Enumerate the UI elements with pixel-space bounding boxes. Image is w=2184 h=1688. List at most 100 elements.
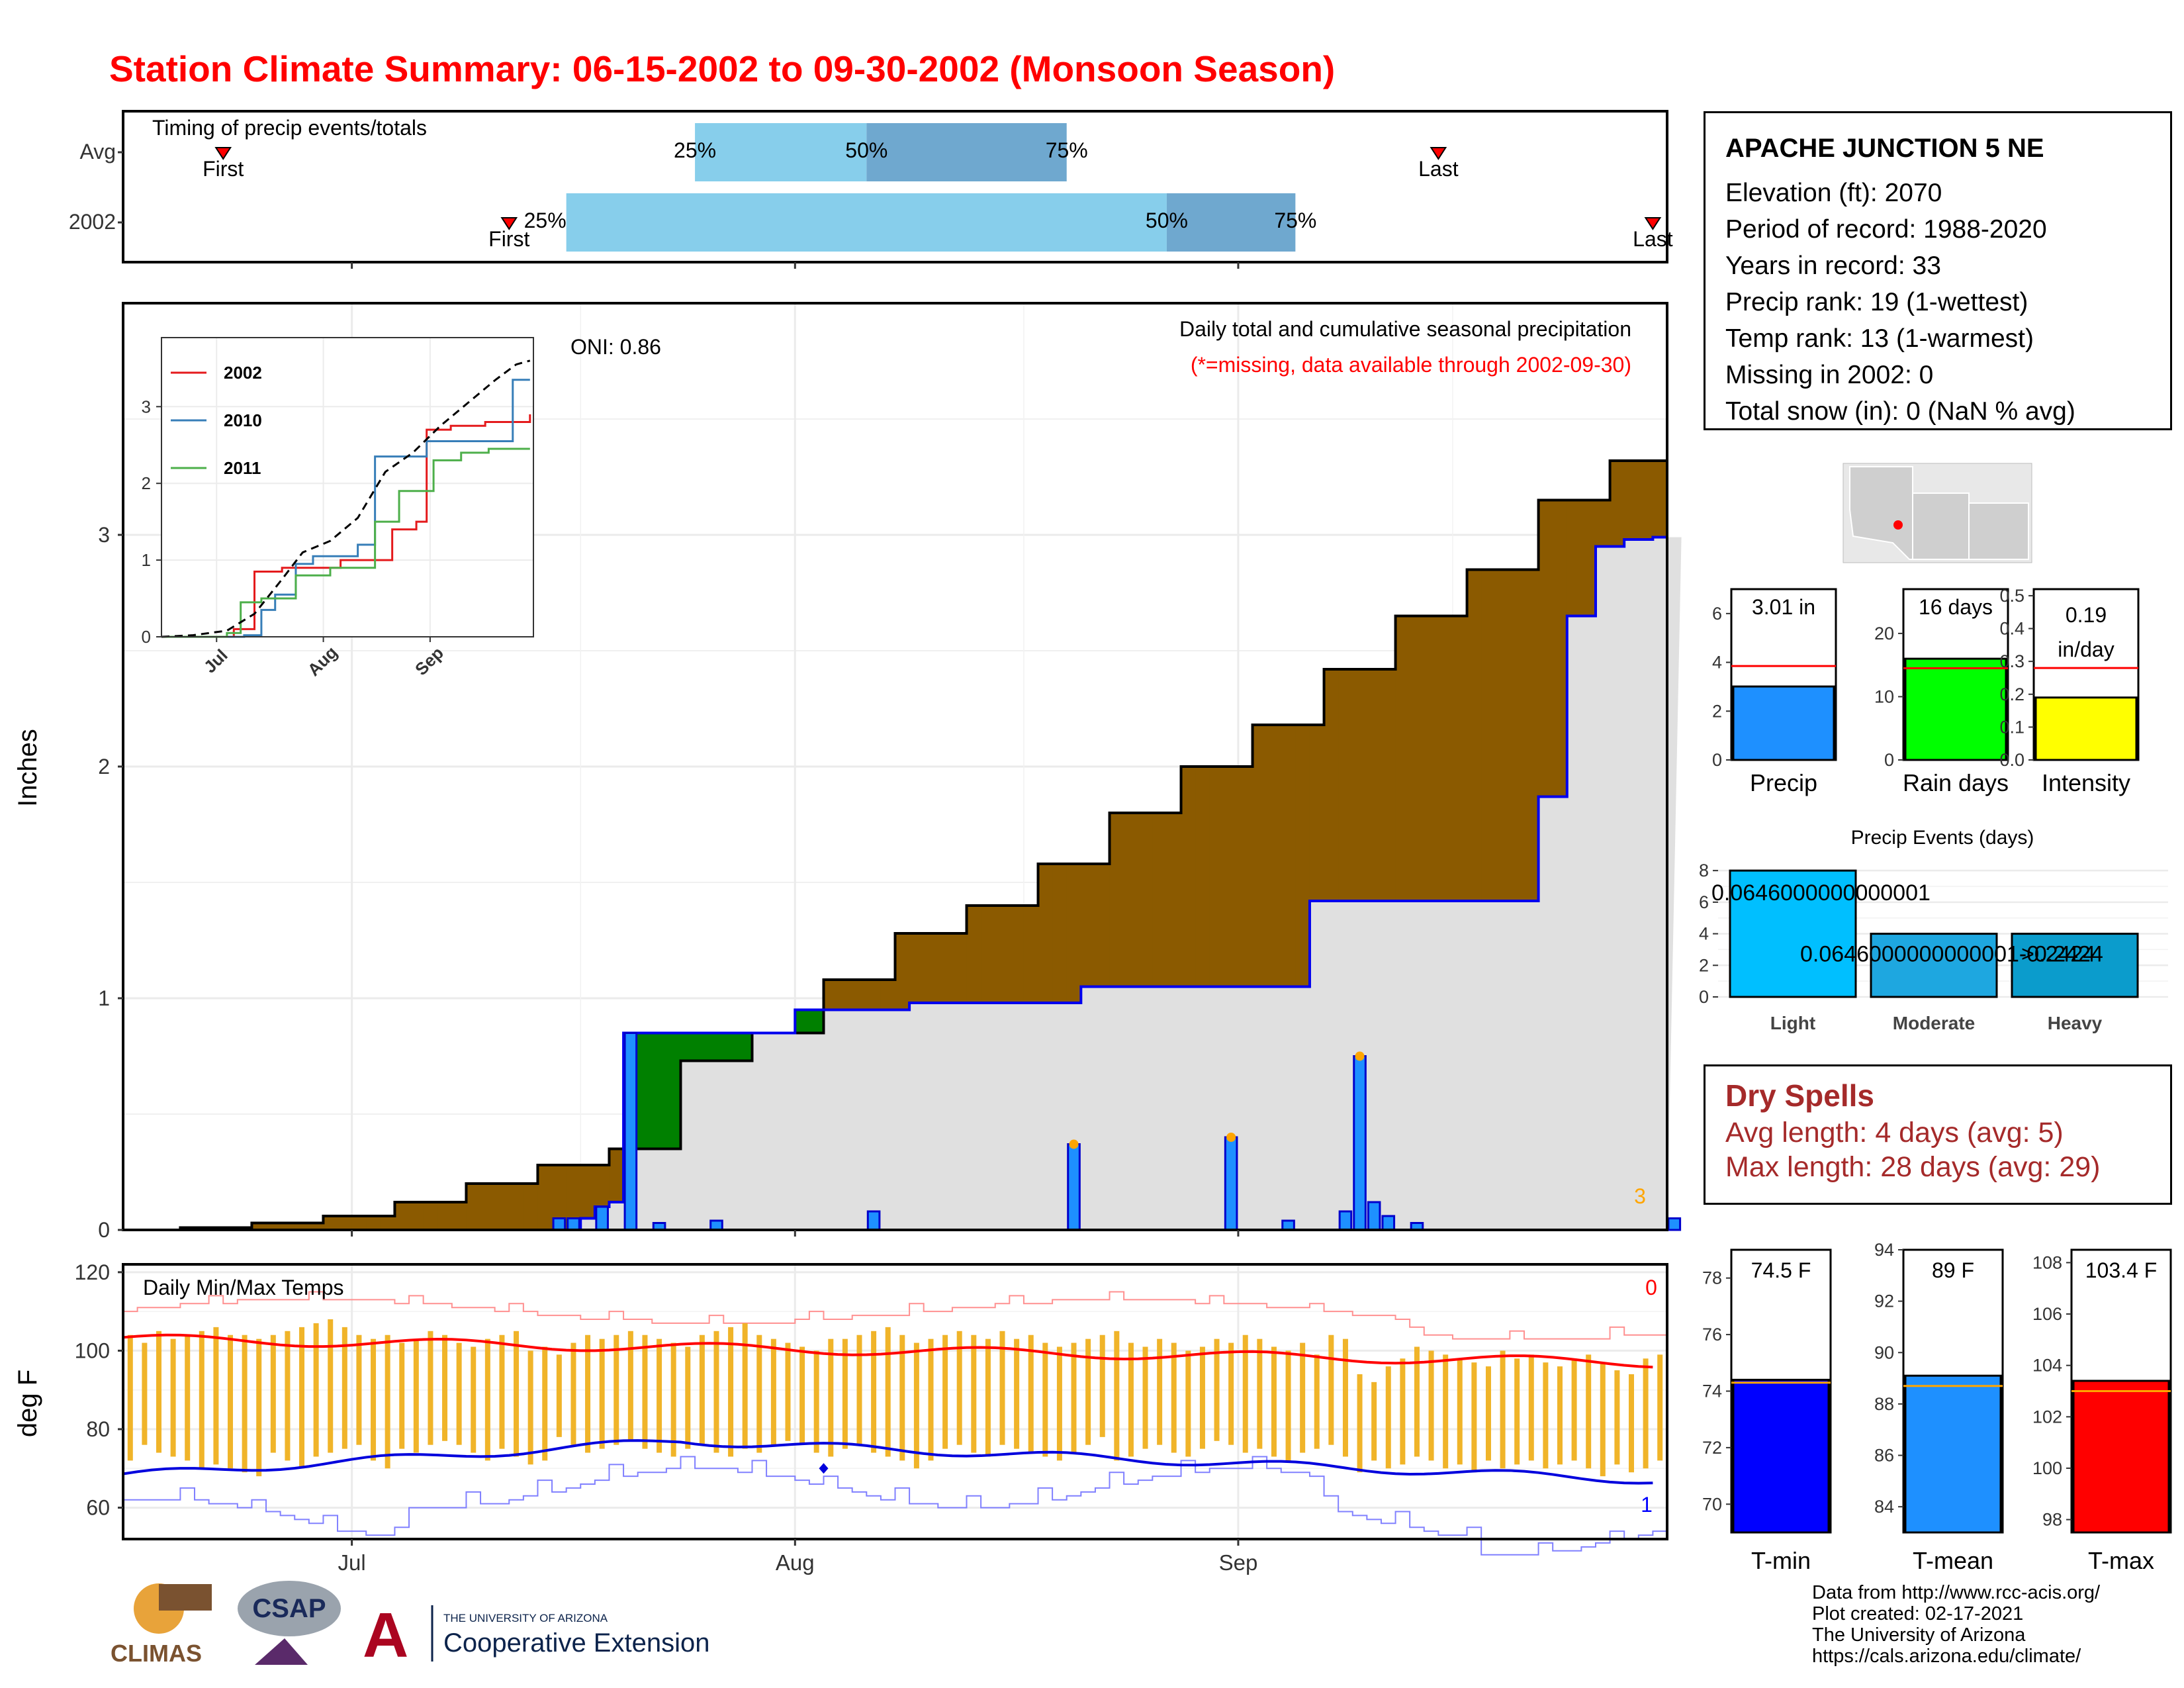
temp-summary-value: 103.4 F xyxy=(2085,1258,2158,1282)
deficit-fill xyxy=(351,1216,367,1230)
deficit-fill xyxy=(409,1202,424,1230)
daily-temp-bar xyxy=(514,1331,520,1457)
daily-precip-bar xyxy=(1338,1210,1353,1231)
temp-summary-tick: 108 xyxy=(2032,1252,2062,1272)
deficit-fill xyxy=(1252,725,1267,987)
deficit-fill xyxy=(1538,500,1553,797)
record-marker xyxy=(819,1463,829,1474)
deficit-fill xyxy=(1567,500,1582,616)
daily-temp-bar xyxy=(542,1346,548,1461)
deficit-fill xyxy=(1023,906,1039,1003)
surplus-fill xyxy=(637,1033,653,1149)
info-line: Temp rank: 13 (1-warmest) xyxy=(1725,324,2034,353)
temp-summary-label: T-min xyxy=(1751,1547,1811,1574)
deficit-fill xyxy=(1581,500,1596,616)
daily-temp-bar xyxy=(1328,1335,1334,1445)
temp-y-axis: 60 80 100 120 xyxy=(75,1260,123,1520)
daily-temp-bar xyxy=(1128,1342,1134,1457)
daily-temp-bar xyxy=(142,1342,148,1445)
temp-title: Daily Min/Max Temps xyxy=(143,1276,343,1299)
deficit-fill xyxy=(823,980,839,1010)
daily-precip-bar xyxy=(595,1205,609,1231)
station-name: APACHE JUNCTION 5 NE xyxy=(1725,134,2044,163)
daily-precip-bar xyxy=(1381,1215,1396,1231)
deficit-fill xyxy=(1595,500,1611,547)
precip-events-chart: Precip Events (days) 0 2 4 6 8 Light Moderate He… xyxy=(1699,827,2168,1033)
daily-temp-bar xyxy=(713,1331,719,1453)
daily-temp-bar xyxy=(413,1338,419,1453)
deficit-fill xyxy=(1553,500,1568,797)
surplus-fill xyxy=(737,1033,753,1061)
oni-label: ONI: 0.86 xyxy=(570,335,661,359)
temp-summary-tick: 78 xyxy=(1702,1268,1722,1288)
daily-temp-bar xyxy=(599,1338,605,1449)
deficit-fill xyxy=(308,1223,324,1230)
temp-summary-tick: 70 xyxy=(1702,1494,1722,1514)
daily-temp-bar xyxy=(228,1335,234,1469)
summary-tick: 6 xyxy=(1712,604,1722,624)
dry-spells-panel: Dry Spells Avg length: 4 days (avg: 5) M… xyxy=(1704,1064,2172,1205)
deficit-fill xyxy=(295,1223,310,1230)
temp-count-min: 1 xyxy=(1641,1493,1653,1517)
daily-temp-bar xyxy=(285,1331,291,1461)
x-tick-label: Jul xyxy=(338,1550,366,1575)
temp-summary-bars: 74.5 F T-min 70 72 74 76 78 89 F T-mean 84 86 88 90 9… xyxy=(1702,1240,2172,1574)
deficit-fill xyxy=(466,1184,481,1230)
climas-logo: CLIMAS xyxy=(111,1583,212,1667)
inset-border xyxy=(161,337,534,637)
event-label: 0.0646000000000001 xyxy=(1711,880,1931,906)
event-label: 0.0646000000000001-0.2424 xyxy=(1800,942,2095,967)
daily-temp-bar xyxy=(699,1335,705,1445)
deficit-fill xyxy=(494,1184,510,1230)
summary-value: 16 days xyxy=(1919,595,1993,619)
events-tick: 6 xyxy=(1699,892,1709,912)
daily-temp-bar xyxy=(585,1335,591,1453)
daily-temp-bar xyxy=(1500,1350,1506,1469)
daily-temp-bar xyxy=(1428,1350,1434,1461)
daily-temp-bar xyxy=(1457,1358,1463,1465)
deficit-fill xyxy=(1381,669,1396,901)
daily-temp-bar xyxy=(341,1327,347,1449)
daily-temp-bar xyxy=(1414,1346,1420,1457)
temp-summary-bar xyxy=(1732,1378,1830,1534)
temp-summary-label: T-max xyxy=(2088,1547,2154,1574)
precip-caption: Daily total and cumulative seasonal prec… xyxy=(1179,317,1631,341)
deficit-fill xyxy=(1395,616,1410,901)
daily-temp-bar xyxy=(813,1350,819,1453)
deficit-fill xyxy=(480,1184,496,1230)
daily-temp-bar xyxy=(614,1335,619,1445)
temp-summary-bar xyxy=(1904,1374,2002,1534)
credits: Data from http://www.rcc-acis.org/ Plot … xyxy=(1812,1582,2100,1667)
temp-summary-tick: 88 xyxy=(1874,1394,1894,1414)
deficit-fill xyxy=(1653,461,1668,538)
inset-y-tick: 1 xyxy=(142,550,151,570)
daily-temp-bar xyxy=(484,1338,490,1461)
daily-temp-bar xyxy=(1371,1382,1377,1461)
deficit-fill xyxy=(251,1223,267,1230)
deficit-fill xyxy=(1452,616,1468,901)
daily-temp-bar xyxy=(856,1335,862,1445)
deficit-fill xyxy=(866,980,882,1010)
daily-temp-bar xyxy=(1314,1354,1320,1449)
deficit-fill xyxy=(1195,767,1210,987)
daily-temp-bar xyxy=(728,1327,734,1457)
temp-summary-tick: 84 xyxy=(1874,1497,1894,1517)
daily-temp-bar xyxy=(1271,1346,1277,1457)
daily-temp-bar xyxy=(328,1319,334,1453)
daily-temp-bar xyxy=(799,1346,805,1445)
daily-precip-bar xyxy=(1281,1219,1295,1231)
daily-precip-bar xyxy=(1353,1055,1367,1231)
daily-temp-bar xyxy=(127,1335,133,1461)
average-min-line xyxy=(122,1439,1653,1485)
inset-series-2011 xyxy=(161,447,530,638)
daily-temp-bar xyxy=(1628,1374,1634,1473)
average-max-line xyxy=(122,1333,1653,1369)
deficit-fill xyxy=(1481,569,1496,901)
surplus-fill xyxy=(695,1033,710,1061)
y-tick-label: 2 xyxy=(98,755,110,778)
temp-summary-tick: 72 xyxy=(1702,1438,1722,1458)
timing-marker-last xyxy=(1644,217,1662,230)
deficit-fill xyxy=(1510,569,1525,901)
